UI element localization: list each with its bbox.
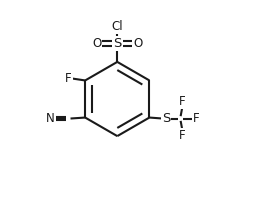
Text: O: O [133,37,142,50]
Text: F: F [192,112,199,125]
Text: F: F [179,95,186,109]
Text: S: S [162,112,170,125]
Text: Cl: Cl [111,20,123,33]
Text: N: N [46,112,55,125]
Text: F: F [179,129,186,142]
Text: F: F [65,72,72,85]
Text: O: O [92,37,101,50]
Text: S: S [113,37,122,50]
